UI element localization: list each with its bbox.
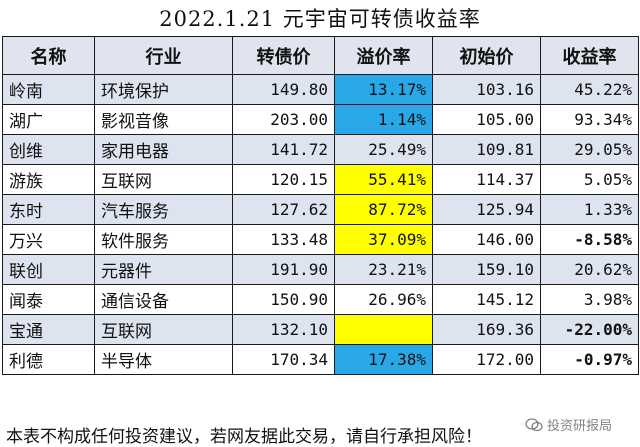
cell-price: 150.90 (232, 284, 335, 315)
cell-price: 133.48 (232, 224, 335, 255)
cell-industry: 半导体 (94, 344, 233, 375)
cell-industry: 家用电器 (94, 134, 233, 165)
cell-industry: 通信设备 (94, 284, 233, 315)
cell-yield: 1.33% (540, 194, 639, 225)
cell-initial: 114.37 (432, 164, 541, 195)
header-industry: 行业 (94, 36, 233, 75)
wechat-icon (525, 417, 543, 431)
cell-name: 游族 (2, 164, 95, 195)
table-row: 创维 家用电器 141.72 25.49% 109.81 29.05% (2, 134, 639, 165)
cell-initial: 109.81 (432, 134, 541, 165)
cell-premium: 1.14% (334, 104, 433, 135)
cell-name: 东时 (2, 194, 95, 225)
cell-industry: 互联网 (94, 164, 233, 195)
header-price: 转债价 (232, 36, 335, 75)
cell-industry: 环境保护 (94, 74, 233, 105)
disclaimer: 本表不构成任何投资建议，若网友据此交易，请自行承担风险！ (6, 426, 482, 447)
page-title: 2022.1.21 元宇宙可转债收益率 (159, 7, 481, 31)
cell-yield: 45.22% (540, 74, 639, 105)
cell-industry: 软件服务 (94, 224, 233, 255)
cell-name: 联创 (2, 254, 95, 285)
cell-name: 闻泰 (2, 284, 95, 315)
cell-premium: 17.38% (334, 344, 433, 375)
cell-name: 湖广 (2, 104, 95, 135)
cell-premium: 55.41% (334, 164, 433, 195)
header-yield: 收益率 (540, 36, 639, 75)
table-row: 闻泰 通信设备 150.90 26.96% 145.12 3.98% (2, 284, 639, 315)
cell-premium: 87.72% (334, 194, 433, 225)
cell-name: 创维 (2, 134, 95, 165)
cell-initial: 172.00 (432, 344, 541, 375)
cell-yield: -22.00% (540, 314, 639, 345)
cell-industry: 互联网 (94, 314, 233, 345)
cell-name: 利德 (2, 344, 95, 375)
table-row: 利德 半导体 170.34 17.38% 172.00 -0.97% (2, 344, 639, 375)
cell-industry: 元器件 (94, 254, 233, 285)
cell-initial: 103.16 (432, 74, 541, 105)
cell-initial: 169.36 (432, 314, 541, 345)
cell-industry: 影视音像 (94, 104, 233, 135)
header-name: 名称 (2, 36, 95, 75)
table-row: 湖广 影视音像 203.00 1.14% 105.00 93.34% (2, 104, 639, 135)
cell-price: 170.34 (232, 344, 335, 375)
header-row: 名称 行业 转债价 溢价率 初始价 收益率 (2, 36, 639, 75)
cell-price: 203.00 (232, 104, 335, 135)
cell-premium: 25.49% (334, 134, 433, 165)
cell-premium: 23.21% (334, 254, 433, 285)
cell-price: 120.15 (232, 164, 335, 195)
cell-price: 132.10 (232, 314, 335, 345)
cell-premium: 13.17% (334, 74, 433, 105)
cell-premium: 37.09% (334, 224, 433, 255)
cell-yield: 5.05% (540, 164, 639, 195)
cell-initial: 146.00 (432, 224, 541, 255)
cell-yield: 3.98% (540, 284, 639, 315)
watermark: 投资研报局 (525, 415, 612, 434)
cell-name: 岭南 (2, 74, 95, 105)
cell-initial: 105.00 (432, 104, 541, 135)
table-row: 岭南 环境保护 149.80 13.17% 103.16 45.22% (2, 74, 639, 105)
convertible-bond-table: 名称 行业 转债价 溢价率 初始价 收益率 岭南 环境保护 149.80 13.17%… (2, 36, 639, 375)
table-row: 游族 互联网 120.15 55.41% 114.37 5.05% (2, 164, 639, 195)
table-row: 万兴 软件服务 133.48 37.09% 146.00 -8.58% (2, 224, 639, 255)
cell-yield: 20.62% (540, 254, 639, 285)
cell-price: 149.80 (232, 74, 335, 105)
cell-initial: 125.94 (432, 194, 541, 225)
table-row: 东时 汽车服务 127.62 87.72% 125.94 1.33% (2, 194, 639, 225)
cell-industry: 汽车服务 (94, 194, 233, 225)
cell-premium: 26.96% (334, 284, 433, 315)
header-initial: 初始价 (432, 36, 541, 75)
cell-price: 191.90 (232, 254, 335, 285)
cell-yield: -8.58% (540, 224, 639, 255)
cell-premium (334, 314, 433, 345)
cell-initial: 159.10 (432, 254, 541, 285)
cell-yield: -0.97% (540, 344, 639, 375)
header-premium: 溢价率 (334, 36, 433, 75)
table-row: 宝通 互联网 132.10 169.36 -22.00% (2, 314, 639, 345)
cell-price: 127.62 (232, 194, 335, 225)
cell-initial: 145.12 (432, 284, 541, 315)
cell-name: 万兴 (2, 224, 95, 255)
watermark-text: 投资研报局 (546, 419, 612, 434)
table-row: 联创 元器件 191.90 23.21% 159.10 20.62% (2, 254, 639, 285)
cell-name: 宝通 (2, 314, 95, 345)
cell-yield: 93.34% (540, 104, 639, 135)
cell-price: 141.72 (232, 134, 335, 165)
cell-yield: 29.05% (540, 134, 639, 165)
